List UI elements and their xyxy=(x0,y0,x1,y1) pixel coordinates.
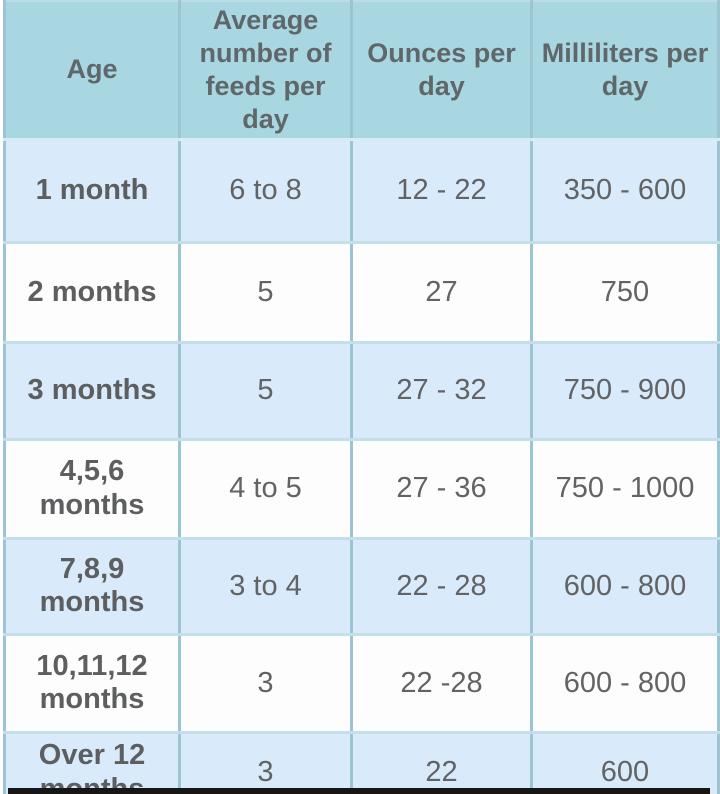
column-header-feeds-per-day: Average number of feeds per day xyxy=(178,0,353,141)
cell-milliliters: 750 - 1000 xyxy=(530,437,720,540)
cell-feeds: 3 to 4 xyxy=(178,536,353,636)
cell-ounces: 27 - 36 xyxy=(350,437,533,540)
cell-ounces: 22 xyxy=(350,730,533,794)
cell-ounces: 22 - 28 xyxy=(350,536,533,636)
cell-feeds: 5 xyxy=(178,240,353,344)
cell-age: 7,8,9 months xyxy=(3,536,181,636)
table-row: 7,8,9 months 3 to 4 22 - 28 600 - 800 xyxy=(3,536,720,636)
header-row: Age Average number of feeds per day Ounc… xyxy=(3,0,720,141)
column-header-age: Age xyxy=(3,0,181,141)
cell-ounces: 12 - 22 xyxy=(350,137,533,244)
cell-age: 2 months xyxy=(3,240,181,344)
cell-milliliters: 750 - 900 xyxy=(530,340,720,441)
cell-age: 3 months xyxy=(3,340,181,441)
cell-milliliters: 750 xyxy=(530,240,720,344)
cell-age: 1 month xyxy=(3,137,181,244)
cell-feeds: 5 xyxy=(178,340,353,441)
table-row: 4,5,6 months 4 to 5 27 - 36 750 - 1000 xyxy=(3,437,720,540)
cell-ounces: 27 - 32 xyxy=(350,340,533,441)
table-row: 10,11,12 months 3 22 -28 600 - 800 xyxy=(3,632,720,734)
column-header-milliliters-per-day: Milliliters per day xyxy=(530,0,720,141)
cell-feeds: 4 to 5 xyxy=(178,437,353,540)
cell-age: 10,11,12 months xyxy=(3,632,181,734)
table-row: 3 months 5 27 - 32 750 - 900 xyxy=(3,340,720,441)
cell-feeds: 3 xyxy=(178,632,353,734)
cell-age: Over 12 months xyxy=(3,730,181,794)
cell-milliliters: 350 - 600 xyxy=(530,137,720,244)
cell-age: 4,5,6 months xyxy=(3,437,181,540)
table-row: 2 months 5 27 750 xyxy=(3,240,720,344)
table-row: Over 12 months 3 22 600 xyxy=(3,730,720,794)
cell-milliliters: 600 xyxy=(530,730,720,794)
cell-ounces: 27 xyxy=(350,240,533,344)
feeding-table: Age Average number of feeds per day Ounc… xyxy=(3,0,720,794)
table-row: 1 month 6 to 8 12 - 22 350 - 600 xyxy=(3,137,720,244)
cell-feeds: 6 to 8 xyxy=(178,137,353,244)
cell-milliliters: 600 - 800 xyxy=(530,536,720,636)
bottom-edge-bar xyxy=(8,788,710,794)
cell-ounces: 22 -28 xyxy=(350,632,533,734)
cell-milliliters: 600 - 800 xyxy=(530,632,720,734)
column-header-ounces-per-day: Ounces per day xyxy=(350,0,533,141)
cell-feeds: 3 xyxy=(178,730,353,794)
